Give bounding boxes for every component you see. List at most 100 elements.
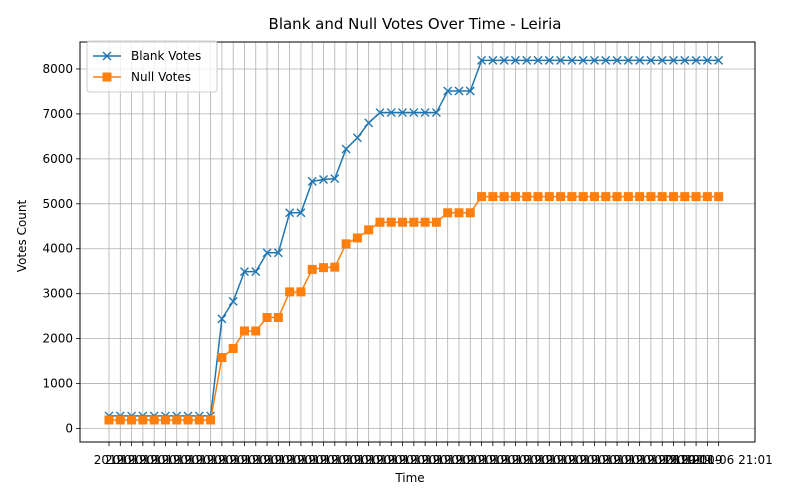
marker-stroke: [567, 55, 577, 65]
legend-marker: [102, 72, 112, 82]
x-tick-label: 2019: [455, 453, 486, 467]
data-point-blank-votes: [556, 55, 566, 65]
grid: [80, 42, 755, 442]
data-point-blank-votes: [691, 55, 701, 65]
x-tick-label: 2019: [568, 453, 599, 467]
data-point-blank-votes: [228, 296, 238, 306]
data-point-null-votes: [409, 217, 419, 227]
data-point-blank-votes: [680, 55, 690, 65]
marker-stroke: [589, 55, 599, 65]
x-tick-label: 2019: [489, 453, 520, 467]
x-tick-label: 2019: [670, 453, 701, 467]
data-point-null-votes: [544, 192, 554, 202]
x-tick-label: 2019: [387, 453, 418, 467]
y-tick-label: 4000: [42, 242, 73, 256]
data-point-blank-votes: [612, 55, 622, 65]
data-point-null-votes: [533, 192, 543, 202]
data-point-null-votes: [522, 192, 532, 202]
data-point-null-votes: [330, 262, 340, 272]
marker-stroke: [251, 267, 261, 277]
data-point-blank-votes: [239, 267, 249, 277]
data-point-null-votes: [251, 326, 261, 336]
data-point-null-votes: [160, 415, 170, 425]
x-tick-label: 2019: [116, 453, 147, 467]
data-point-blank-votes: [273, 248, 283, 258]
data-point-null-votes: [477, 192, 487, 202]
y-tick-label: 6000: [42, 152, 73, 166]
x-tick-label: 2019: [421, 453, 452, 467]
data-point-null-votes: [398, 217, 408, 227]
y-tick-label: 8000: [42, 62, 73, 76]
data-point-null-votes: [589, 192, 599, 202]
marker-stroke: [307, 176, 317, 186]
data-point-blank-votes: [544, 55, 554, 65]
data-point-null-votes: [149, 415, 159, 425]
marker-stroke: [465, 86, 475, 96]
y-tick-label: 7000: [42, 107, 73, 121]
data-point-null-votes: [115, 415, 125, 425]
data-point-null-votes: [488, 192, 498, 202]
data-point-null-votes: [567, 192, 577, 202]
data-point-null-votes: [217, 353, 227, 363]
data-point-null-votes: [646, 192, 656, 202]
data-point-null-votes: [183, 415, 193, 425]
data-point-blank-votes: [330, 174, 340, 184]
x-tick-label: 2019: [579, 453, 610, 467]
x-tick-label: 2019: [365, 453, 396, 467]
data-point-blank-votes: [589, 55, 599, 65]
series-layer: [104, 55, 724, 425]
data-point-blank-votes: [601, 55, 611, 65]
legend-label: Null Votes: [131, 70, 191, 84]
data-point-null-votes: [341, 239, 351, 249]
x-tick-label: 2019: [602, 453, 633, 467]
marker-stroke: [398, 108, 408, 118]
marker-stroke: [556, 55, 566, 65]
data-point-null-votes: [691, 192, 701, 202]
x-tick-label: 2019: [94, 453, 125, 467]
data-point-null-votes: [262, 313, 272, 323]
marker-stroke: [273, 248, 283, 258]
x-tick-label: 2019: [184, 453, 215, 467]
plot-frame: [79, 41, 756, 443]
data-point-blank-votes: [364, 118, 374, 128]
data-point-blank-votes: [510, 55, 520, 65]
marker-stroke: [217, 314, 227, 324]
x-tick-label: 2019: [523, 453, 554, 467]
marker-stroke: [680, 55, 690, 65]
x-tick-label: 2019: [478, 453, 509, 467]
data-point-null-votes: [239, 326, 249, 336]
data-point-blank-votes: [488, 55, 498, 65]
data-point-blank-votes: [657, 55, 667, 65]
data-point-blank-votes: [578, 55, 588, 65]
marker-stroke: [477, 55, 487, 65]
data-point-blank-votes: [398, 108, 408, 118]
x-tick-label: 2019: [613, 453, 644, 467]
data-point-null-votes: [601, 192, 611, 202]
data-point-blank-votes: [386, 108, 396, 118]
data-point-null-votes: [319, 263, 329, 273]
marker-stroke: [431, 108, 441, 118]
x-tick-label: 2019: [534, 453, 565, 467]
marker-stroke: [330, 174, 340, 184]
data-point-blank-votes: [702, 55, 712, 65]
marker-stroke: [657, 55, 667, 65]
data-point-blank-votes: [285, 208, 295, 218]
marker-stroke: [691, 55, 701, 65]
data-point-blank-votes: [307, 176, 317, 186]
data-point-null-votes: [612, 192, 622, 202]
marker-stroke: [319, 175, 329, 185]
marker-stroke: [601, 55, 611, 65]
data-point-null-votes: [443, 208, 453, 218]
data-point-null-votes: [386, 217, 396, 227]
legend-marker: [102, 51, 112, 61]
marker-stroke: [239, 267, 249, 277]
x-tick-label: 2019: [240, 453, 271, 467]
marker-stroke: [296, 208, 306, 218]
x-tick-label: 2019: [681, 453, 712, 467]
data-point-null-votes: [127, 415, 137, 425]
x-tick-label: 2019: [353, 453, 384, 467]
data-point-blank-votes: [714, 55, 724, 65]
x-tick-label: 2019: [590, 453, 621, 467]
marker-stroke: [228, 296, 238, 306]
